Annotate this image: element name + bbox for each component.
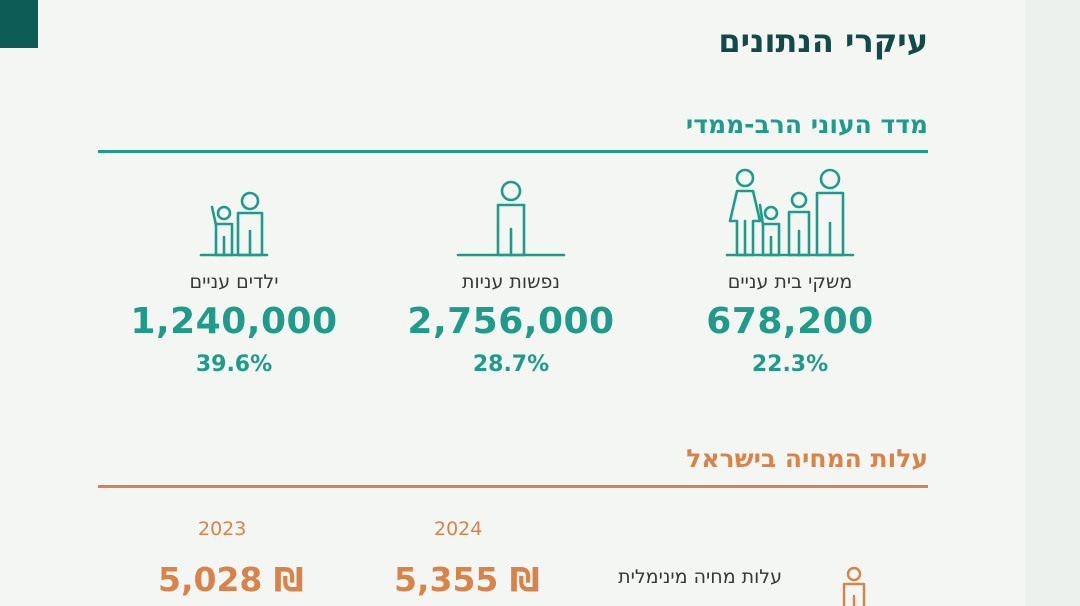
content-panel: [0, 0, 1025, 606]
stat-label: נפשות עניות: [461, 271, 561, 293]
poverty-section-title: מדד העוני הרב-ממדי: [685, 110, 928, 139]
stat-value: 1,240,000: [130, 301, 338, 342]
person-icon: [842, 566, 866, 606]
cost-of-living-section-title: עלות המחיה בישראל: [686, 444, 928, 473]
year-header-2024: 2024: [434, 518, 483, 540]
cost-section-divider: [98, 485, 928, 488]
stat-value: 2,756,000: [407, 301, 615, 342]
poverty-section-divider: [98, 150, 928, 153]
stat-households: משקי בית עניים 678,200 22.3%: [670, 165, 910, 377]
stat-persons: נפשות עניות 2,756,000 28.7%: [391, 165, 631, 377]
cost-value-2024: 5,355 ₪: [394, 560, 540, 599]
stat-percent: 39.6%: [195, 352, 273, 377]
page-title: עיקרי הנתונים: [718, 22, 928, 60]
stat-label: משקי בית עניים: [727, 271, 853, 293]
cost-row-label: עלות מחיה מינימלית: [618, 566, 782, 588]
stat-percent: 22.3%: [751, 352, 829, 377]
stat-value: 678,200: [706, 301, 874, 342]
cost-value-2023: 5,028 ₪: [158, 560, 304, 599]
family-icon: [725, 168, 855, 257]
adult-child-icon: [199, 191, 269, 257]
year-header-2023: 2023: [198, 518, 247, 540]
corner-accent-block: [0, 0, 38, 48]
stat-children: ילדים עניים 1,240,000 39.6%: [114, 165, 354, 377]
stat-label: ילדים עניים: [189, 271, 279, 293]
person-icon: [456, 180, 566, 257]
stat-percent: 28.7%: [472, 352, 550, 377]
